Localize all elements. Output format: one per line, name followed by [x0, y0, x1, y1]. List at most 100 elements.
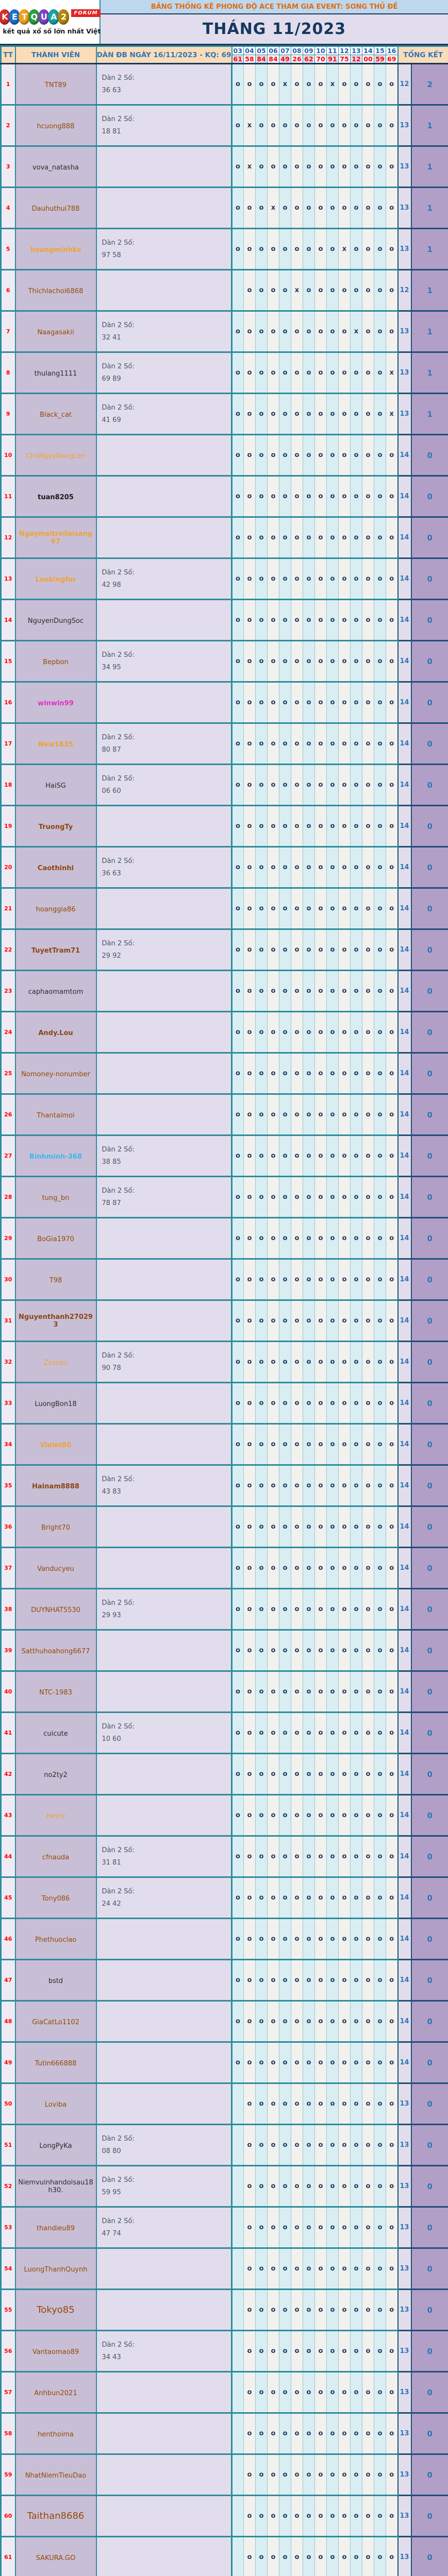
member-name[interactable]: LongPyKa [39, 2142, 72, 2150]
mark-cell: o [350, 1671, 362, 1713]
result-header: 62 [303, 55, 315, 64]
mark-cell: o [267, 105, 279, 147]
member-name[interactable]: Bepbon [43, 658, 69, 666]
member-name[interactable]: Phethuoclao [35, 1936, 77, 1944]
member-name[interactable]: Niemvuinhandoisau18h30. [18, 2178, 93, 2194]
member-name[interactable]: Nomoney-nonumber [21, 1071, 90, 1078]
count-cell: 14 [397, 1011, 412, 1054]
member-name[interactable]: ChoNgayNangLen [25, 452, 86, 460]
member-name[interactable]: LuongThanhQuynh [24, 2266, 88, 2274]
count-cell: 12 [397, 63, 412, 106]
member-name[interactable]: Thantaimoi [37, 1112, 75, 1120]
member-name[interactable]: BoGia1970 [37, 1235, 74, 1243]
table-row: 2 hcuong888 Dàn 2 Số: 18 81 o x o o o o o o o o o o o o 13… [1, 105, 448, 147]
mark-cell: o [303, 1959, 315, 2002]
member-name[interactable]: thandieu89 [36, 2225, 75, 2232]
mark-cell: o [386, 63, 398, 106]
mark-cell: o [279, 805, 291, 848]
member-name[interactable]: hoangminhks [30, 246, 81, 254]
member-name[interactable]: hoanggia86 [36, 906, 76, 913]
member-name[interactable]: Anhbun2021 [34, 2389, 77, 2397]
logo-forum-badge: FORUM [71, 9, 101, 17]
member-name[interactable]: T98 [49, 1277, 62, 1284]
table-row: 14 NguyenDungSoc o o o o o o o o o o o o o o 14 0 [1, 599, 448, 641]
mark-cell: o [314, 1053, 327, 1095]
count-cell: 14 [397, 1341, 412, 1383]
member-name[interactable]: tung_bn [42, 1194, 70, 1202]
mark-cell: o [362, 146, 374, 188]
member-name[interactable]: Tokyo85 [37, 2304, 75, 2315]
member-name[interactable]: bstd [48, 1977, 63, 1985]
mark-cell: o [314, 1630, 327, 1672]
member-name[interactable]: TuyetTram71 [31, 947, 80, 955]
member-name[interactable]: Ngaymaitroilaisang67 [19, 530, 93, 546]
member-name[interactable]: Loviba [44, 2101, 67, 2109]
mark-cell: o [314, 558, 327, 600]
member-name[interactable]: Nguyenthanh270293 [19, 1313, 93, 1329]
member-name[interactable]: Dauhuthui788 [31, 205, 80, 213]
member-name[interactable]: tuan8205 [38, 494, 74, 501]
member-name[interactable]: Hainam8888 [32, 1483, 79, 1490]
mark-cell: o [267, 2413, 279, 2455]
member-name[interactable]: Heinz [46, 1812, 65, 1820]
member-name[interactable]: TNT89 [44, 81, 67, 89]
header-row-dates: TT THÀNH VIÊN DÀN ĐB NGÀY 16/11/2023 - K… [0, 45, 448, 64]
mark-cell: o [303, 1094, 315, 1136]
date-header: 05 [255, 46, 268, 55]
member-name[interactable]: SAKURA.GO [36, 2554, 76, 2562]
member-name[interactable]: Tony086 [41, 1895, 70, 1903]
mark-cell: o [326, 393, 339, 435]
member-name[interactable]: Lookingfor [35, 576, 76, 584]
member-name[interactable]: NguyenDungSoc [27, 617, 84, 625]
member-name[interactable]: caphaomamtom [28, 988, 84, 996]
member-name[interactable]: Binhminh-368 [29, 1153, 82, 1161]
mark-cell: o [267, 2330, 279, 2372]
member-name[interactable]: Bright70 [41, 1524, 70, 1532]
count-cell: 13 [397, 228, 412, 270]
member-name[interactable]: henthoima [37, 2431, 74, 2438]
member-name[interactable]: thulang1111 [34, 370, 77, 378]
member-name[interactable]: vova_natasha [32, 164, 79, 172]
member-name[interactable]: TruongTy [38, 823, 73, 831]
member-name[interactable]: cuicute [43, 1730, 68, 1738]
member-name[interactable]: New1835 [38, 741, 73, 749]
member-name[interactable]: Thichlachoi6868 [28, 287, 84, 295]
mark-cell: o [374, 269, 386, 312]
mark-cell: o [338, 311, 351, 353]
member-name[interactable]: GiaCatLo1102 [32, 2019, 79, 2026]
member-name[interactable]: Satthuhoahong6677 [21, 1648, 90, 1655]
member-name[interactable]: NTC-1983 [39, 1689, 72, 1697]
mark-cell: o [279, 1176, 291, 1218]
mark-cell: o [243, 228, 256, 270]
mark-cell: o [350, 1877, 362, 1919]
member-name[interactable]: winwin99 [38, 700, 74, 707]
dan-value: 18 81 [102, 127, 121, 135]
member-name[interactable]: Naagasakii [37, 329, 74, 336]
count-cell: 14 [397, 1094, 412, 1136]
mark-cell: o [267, 269, 279, 312]
member-name[interactable]: LuongBon18 [35, 1400, 77, 1408]
member-name[interactable]: Vantaomao89 [32, 2348, 79, 2356]
member-name[interactable]: Andy.Lou [38, 1029, 73, 1037]
total-cell: 2 [411, 63, 448, 106]
mark-cell: o [362, 682, 374, 724]
member-name[interactable]: DUYNHAT5530 [31, 1606, 80, 1614]
member-name[interactable]: hcuong888 [37, 123, 75, 130]
member-name[interactable]: Caothinhi [37, 865, 74, 872]
member-name[interactable]: no2ty2 [44, 1771, 68, 1779]
member-name[interactable]: cfnauda [42, 1854, 70, 1861]
mark-cell: o [386, 1877, 398, 1919]
member-name[interactable]: NhatNiemTieuDao [25, 2472, 87, 2480]
member-name[interactable]: HaiSG [45, 782, 66, 790]
mark-cell: o [314, 1712, 327, 1754]
mark-cell: o [303, 1794, 315, 1837]
member-name[interactable]: Violet80 [40, 1442, 72, 1449]
member-name[interactable]: Vanducyeu [37, 1565, 74, 1573]
member-name[interactable]: Taithan8686 [27, 2511, 85, 2521]
member-name[interactable]: Tutin666888 [35, 2060, 77, 2067]
member-name[interactable]: Black_cat [40, 411, 72, 419]
mark-cell: o [338, 682, 351, 724]
row-number: 41 [1, 1712, 16, 1754]
member-name[interactable]: Zozopc [43, 1359, 68, 1367]
